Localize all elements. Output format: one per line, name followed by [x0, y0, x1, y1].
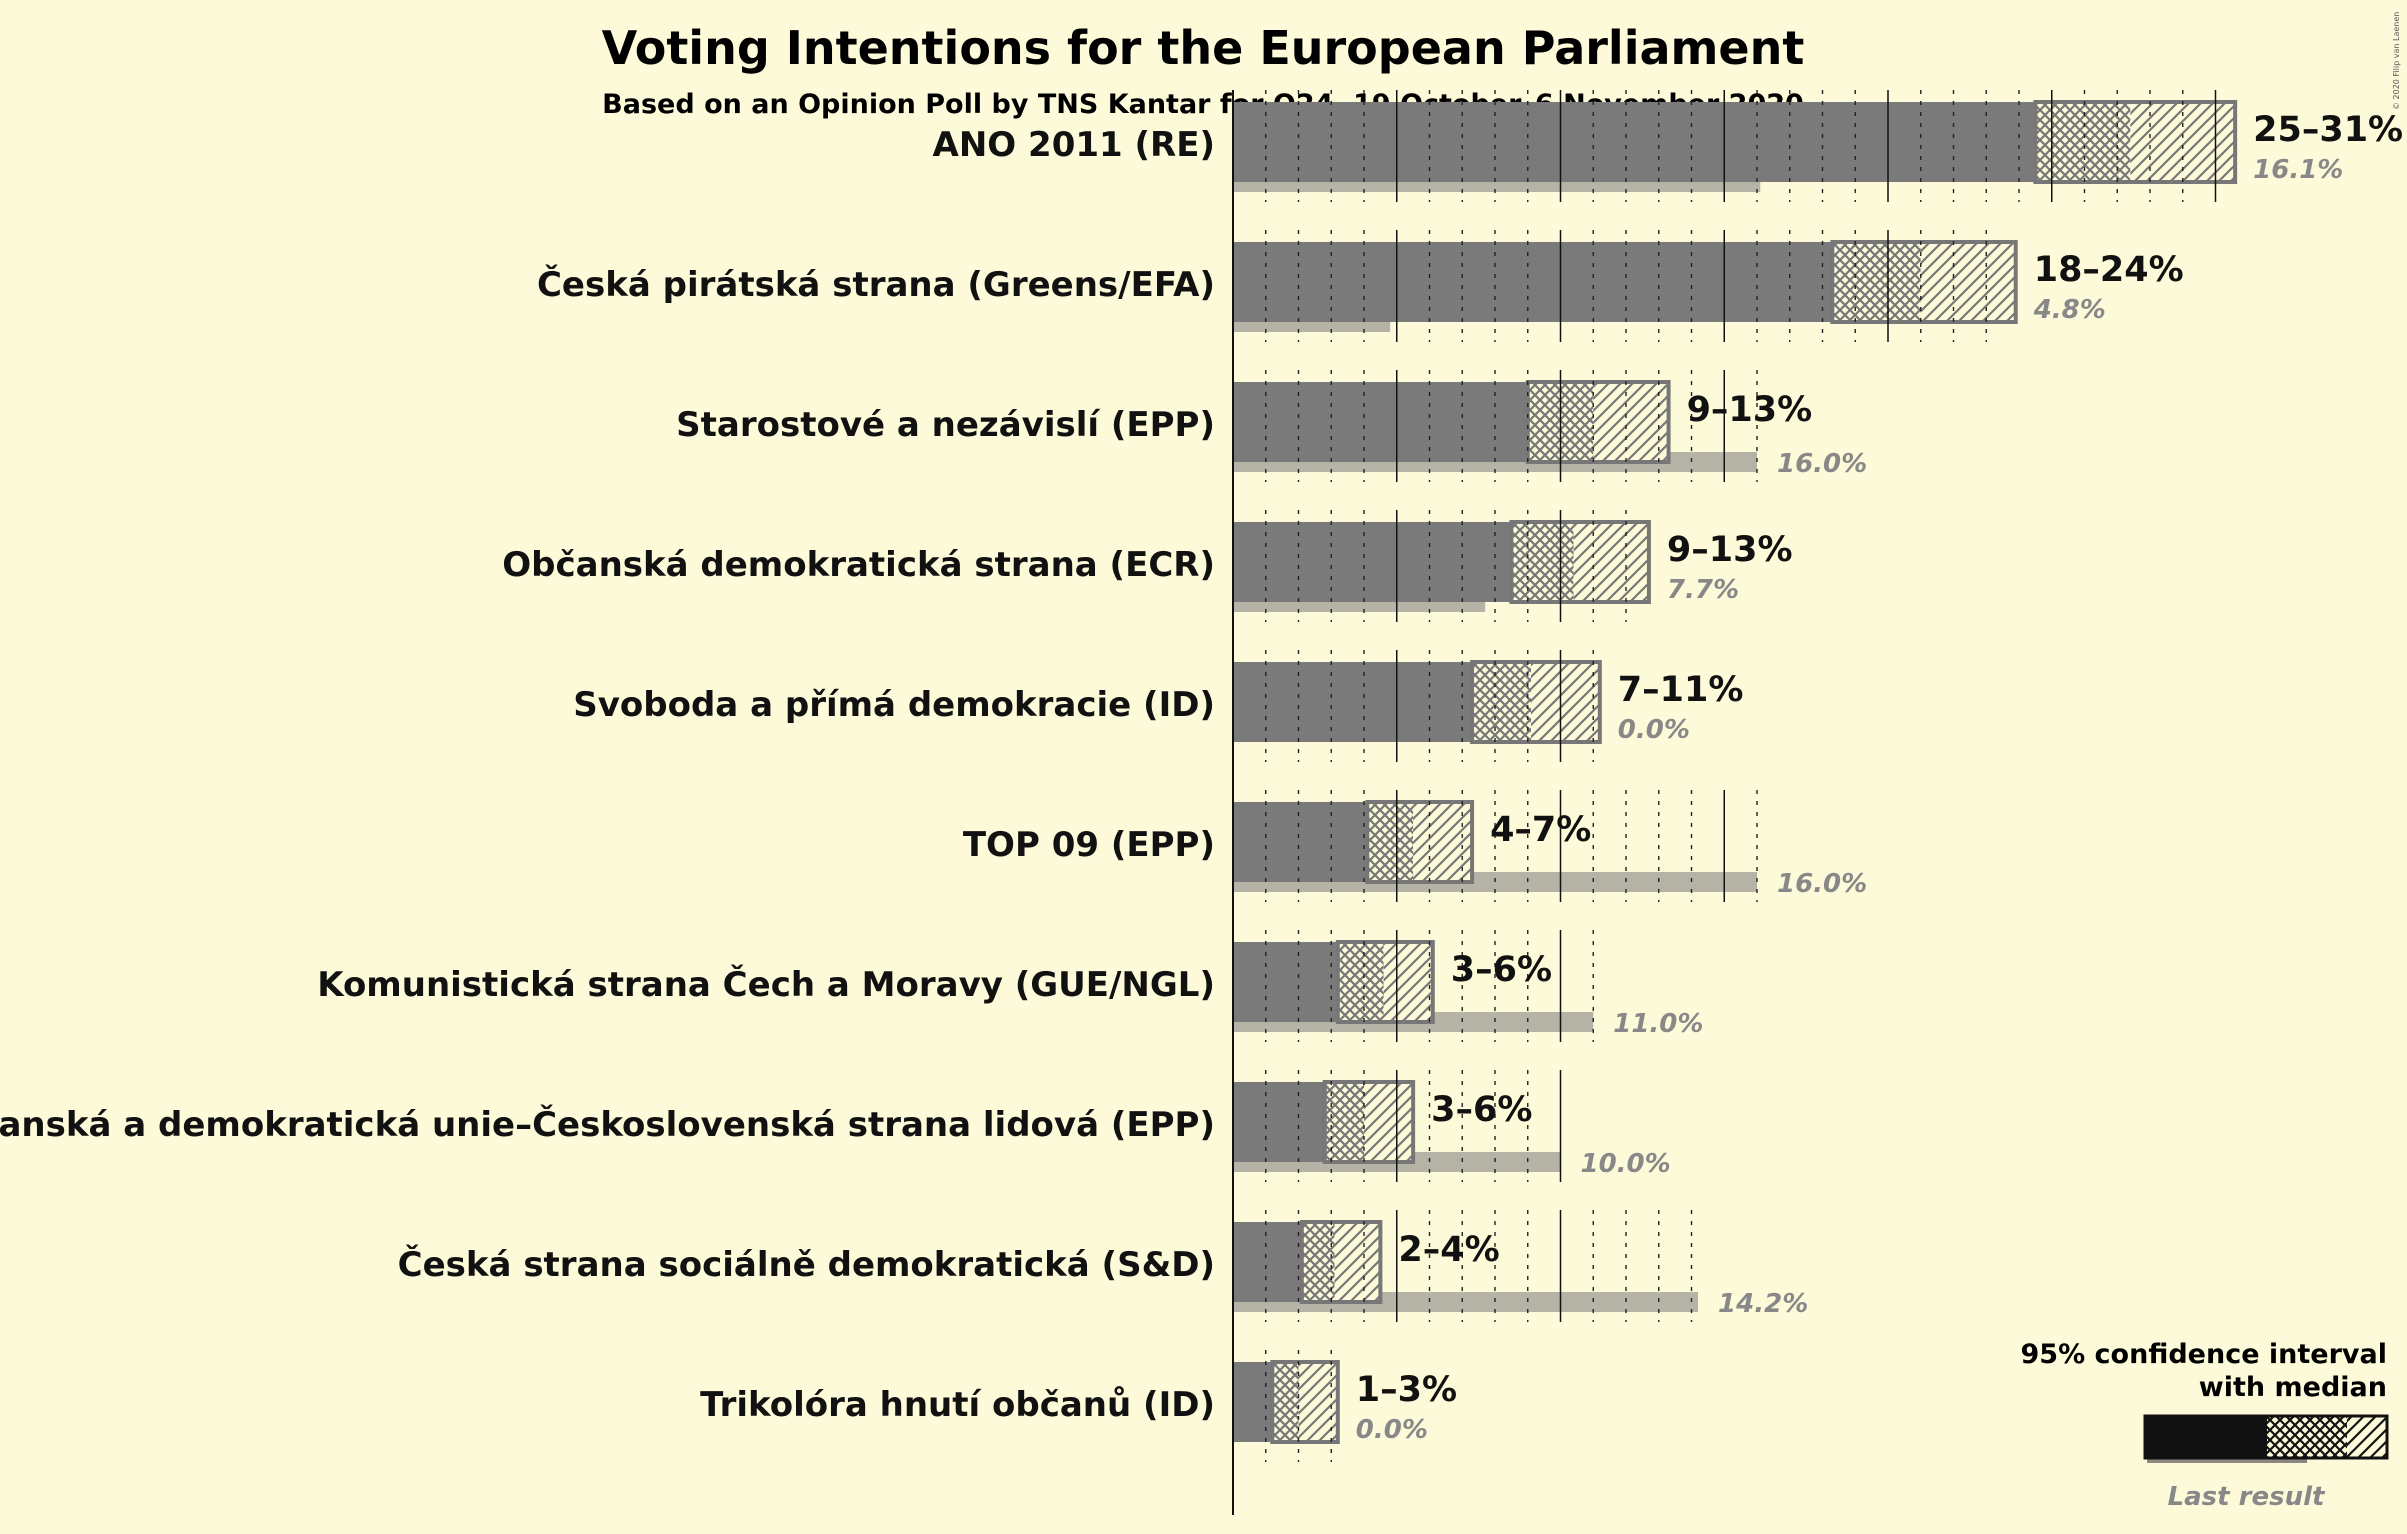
ci-lower-segment [1337, 942, 1384, 1022]
median-bar [1233, 1222, 1302, 1302]
ci-lower-segment [2035, 102, 2131, 182]
median-bar [1233, 802, 1368, 882]
ci-border [1470, 660, 1602, 744]
ci-lower-segment [1301, 1222, 1335, 1302]
party-row: Trikolóra hnutí občanů (ID) 1–3% 0.0% [700, 1350, 1457, 1462]
ci-upper-segment [1920, 242, 2016, 322]
ci-lower-segment [1367, 802, 1414, 882]
party-label: Česká pirátská strana (Greens/EFA) [537, 264, 1215, 305]
ci-border [1525, 380, 1671, 464]
ci-border [1365, 800, 1475, 884]
ci-border [1299, 1220, 1383, 1304]
party-label: Občanská demokratická strana (ECR) [502, 545, 1215, 585]
ci-range-label: 2–4% [1398, 1230, 1499, 1270]
party-row: Komunistická strana Čech a Moravy (GUE/N… [317, 930, 1703, 1042]
median-bar [1233, 522, 1512, 602]
ci-upper-segment [1364, 1082, 1414, 1162]
ci-range-label: 4–7% [1490, 810, 1591, 850]
party-label: Svoboda a přímá demokracie (ID) [573, 685, 1215, 725]
median-bar [1233, 242, 1833, 322]
ci-range-label: 25–31% [2253, 110, 2403, 150]
party-label: TOP 09 (EPP) [963, 825, 1215, 865]
ci-upper-segment [1334, 1222, 1381, 1302]
legend-ci-lower-swatch [2267, 1416, 2347, 1458]
legend-ci-label-line2: with median [2199, 1372, 2387, 1403]
ci-border [1335, 940, 1435, 1024]
party-label: Křesťanská a demokratická unie–Českoslov… [0, 1104, 1215, 1145]
legend-ci-label-line1: 95% confidence interval [2021, 1339, 2387, 1370]
ci-border [1509, 520, 1651, 604]
legend-solid-bar [2145, 1416, 2267, 1458]
party-row: ANO 2011 (RE) 25–31% 16.1% [933, 90, 2403, 202]
ci-upper-segment [1531, 662, 1600, 742]
ci-range-label: 1–3% [1356, 1370, 1457, 1410]
party-row: Česká strana sociálně demokratická (S&D)… [398, 1210, 1808, 1322]
ci-range-label: 9–13% [1667, 530, 1793, 570]
party-row: Česká pirátská strana (Greens/EFA) 18–24%… [537, 230, 2184, 342]
legend-ci-upper-swatch [2347, 1416, 2387, 1458]
party-row: Křesťanská a demokratická unie–Českoslov… [0, 1070, 1671, 1182]
party-row: TOP 09 (EPP) 4–7% 16.0% [963, 790, 1867, 902]
last-result-label: 10.0% [1581, 1149, 1671, 1179]
last-result-label: 16.0% [1777, 869, 1867, 899]
ci-border [1322, 1080, 1416, 1164]
party-label: ANO 2011 (RE) [933, 125, 1215, 165]
ci-upper-segment [1573, 522, 1649, 602]
last-result-label: 7.7% [1667, 575, 1739, 605]
legend: 95% confidence interval with median Last… [2021, 1339, 2389, 1512]
ci-range-label: 9–13% [1687, 390, 1813, 430]
last-result-label: 14.2% [1718, 1289, 1808, 1319]
last-result-label: 16.1% [2253, 155, 2343, 185]
party-label: Trikolóra hnutí občanů (ID) [700, 1385, 1215, 1425]
ci-lower-segment [1472, 662, 1532, 742]
ci-lower-segment [1272, 1362, 1299, 1442]
party-row: Starostové a nezávislí (EPP) 9–13% 16.0% [676, 370, 1867, 482]
last-result-label: 11.0% [1613, 1009, 1703, 1039]
ci-upper-segment [1593, 382, 1669, 462]
last-result-label: 0.0% [1356, 1415, 1428, 1445]
median-bar [1233, 662, 1473, 742]
ci-lower-segment [1511, 522, 1574, 602]
legend-last-label: Last result [2168, 1482, 2326, 1512]
median-bar [1233, 382, 1528, 462]
party-row: Občanská demokratická strana (ECR) 9–13% 7… [502, 510, 1793, 622]
party-row: Svoboda a přímá demokracie (ID) 7–11% 0.0% [573, 650, 1743, 762]
ci-lower-segment [1832, 242, 1921, 322]
party-label: Komunistická strana Čech a Moravy (GUE/N… [317, 964, 1215, 1005]
ci-upper-segment [1413, 802, 1473, 882]
copyright-note: © 2020 Filip van Laenen [2392, 12, 2401, 110]
ci-range-label: 18–24% [2034, 250, 2184, 290]
chart-title: Voting Intentions for the European Parli… [602, 21, 1805, 75]
ci-range-label: 7–11% [1618, 670, 1744, 710]
ci-range-label: 3–6% [1451, 950, 1552, 990]
ci-border [2033, 100, 2238, 184]
last-result-label: 16.0% [1777, 449, 1867, 479]
bar-rows: ANO 2011 (RE) 25–31% 16.1% Česká pirátská s… [0, 90, 2403, 1515]
median-bar [1233, 1082, 1325, 1162]
ci-border [1270, 1360, 1340, 1444]
party-label: Česká strana sociálně demokratická (S&D) [398, 1244, 1215, 1285]
last-result-label: 0.0% [1618, 715, 1690, 745]
median-bar [1233, 102, 2036, 182]
legend-ci-border [2143, 1414, 2389, 1460]
median-bar [1233, 942, 1338, 1022]
ci-border [1830, 240, 2018, 324]
party-label: Starostové a nezávislí (EPP) [676, 405, 1215, 445]
ci-upper-segment [1383, 942, 1433, 1022]
last-result-label: 4.8% [2033, 295, 2106, 325]
ci-range-label: 3–6% [1431, 1090, 1532, 1130]
